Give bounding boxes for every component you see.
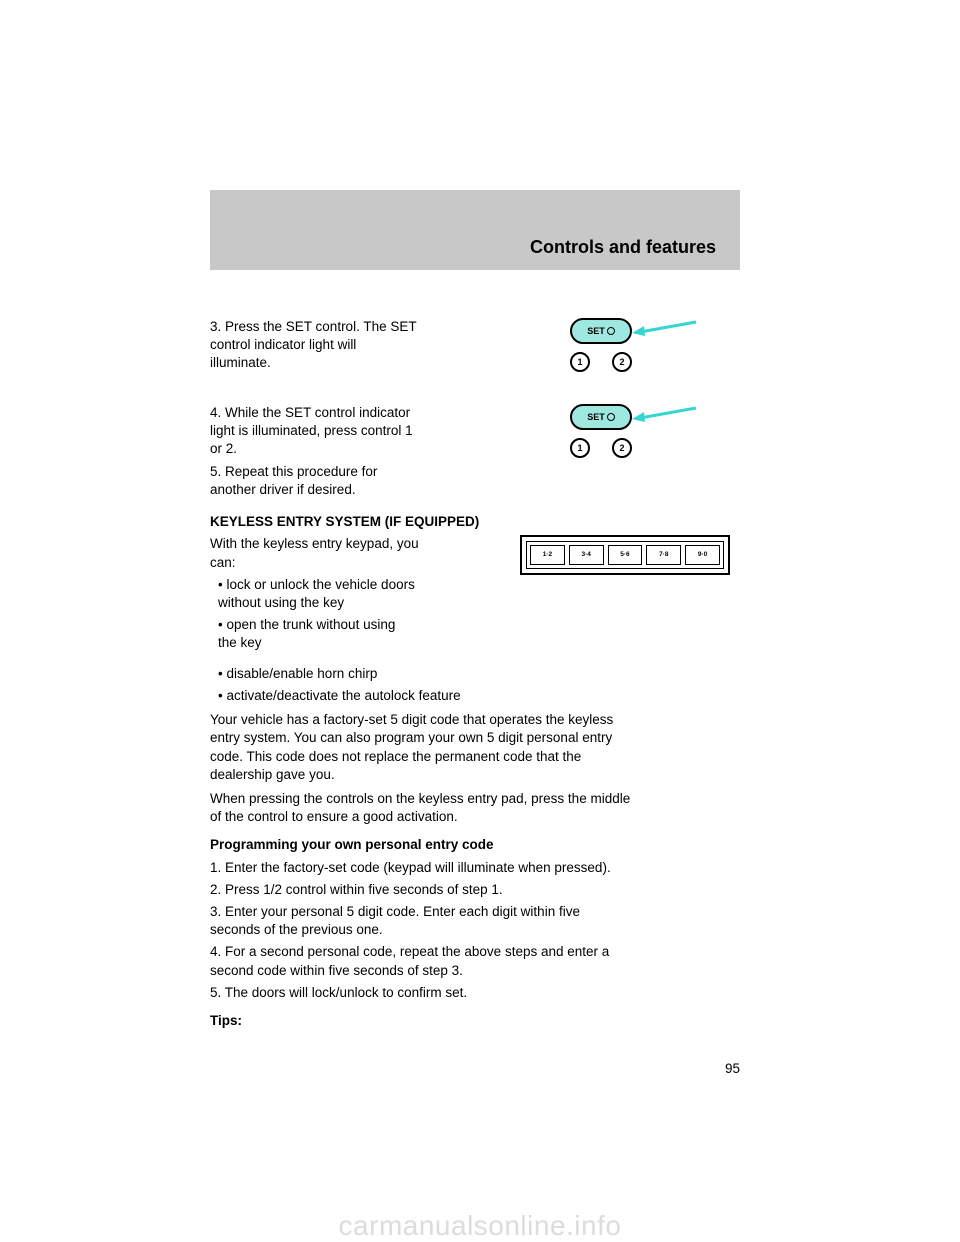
page-title: Controls and features bbox=[530, 237, 716, 258]
step4-row: 4. While the SET control indicator light… bbox=[210, 404, 740, 503]
keyless-para-2: When pressing the controls on the keyles… bbox=[210, 790, 740, 826]
keypad-key-34: 3·4 bbox=[569, 545, 604, 565]
keypad-figure: 1·2 3·4 5·6 7·8 9·0 bbox=[510, 535, 740, 575]
keyless-heading: KEYLESS ENTRY SYSTEM (IF EQUIPPED) bbox=[210, 513, 740, 531]
keyless-bullet-3: • disable/enable horn chirp bbox=[210, 665, 740, 683]
tips-heading: Tips: bbox=[210, 1012, 740, 1030]
keyless-para-1: Your vehicle has a factory-set 5 digit c… bbox=[210, 711, 740, 784]
keyless-bullet-2: • open the trunk without using the key bbox=[210, 616, 500, 652]
memory-button-2: 2 bbox=[612, 352, 632, 372]
set-button-dot-icon bbox=[607, 413, 615, 421]
step4-paragraph: 4. While the SET control indicator light… bbox=[210, 404, 500, 459]
set-button-diagram-2: SET 1 2 bbox=[550, 404, 700, 482]
keypad-key-90: 9·0 bbox=[685, 545, 720, 565]
step3-figure: SET 1 2 bbox=[510, 318, 740, 396]
step3-row: 3. Press the SET control. The SET contro… bbox=[210, 318, 740, 396]
prog-step-1: 1. Enter the factory-set code (keypad wi… bbox=[210, 859, 740, 877]
keyless-bullet-1: • lock or unlock the vehicle doors witho… bbox=[210, 576, 500, 612]
prog-step-5: 5. The doors will lock/unlock to confirm… bbox=[210, 984, 740, 1002]
memory-button-2: 2 bbox=[612, 438, 632, 458]
memory-button-1: 1 bbox=[570, 352, 590, 372]
keyless-bullet-4: • activate/deactivate the autolock featu… bbox=[210, 687, 740, 705]
step4-text: 4. While the SET control indicator light… bbox=[210, 404, 510, 503]
prog-step-2: 2. Press 1/2 control within five seconds… bbox=[210, 881, 740, 899]
keypad-key-78: 7·8 bbox=[646, 545, 681, 565]
prog-step-4: 4. For a second personal code, repeat th… bbox=[210, 943, 740, 979]
set-button-label: SET bbox=[587, 411, 605, 423]
set-button-label: SET bbox=[587, 325, 605, 337]
step4-figure: SET 1 2 bbox=[510, 404, 740, 482]
programming-heading: Programming your own personal entry code bbox=[210, 836, 740, 854]
keyless-intro-text: With the keyless entry keypad, you can: … bbox=[210, 535, 510, 656]
step3-paragraph: 3. Press the SET control. The SET contro… bbox=[210, 318, 500, 373]
arrow-icon bbox=[628, 314, 698, 344]
keypad-key-56: 5·6 bbox=[608, 545, 643, 565]
set-button-diagram-1: SET 1 2 bbox=[550, 318, 700, 396]
prog-step-3: 3. Enter your personal 5 digit code. Ent… bbox=[210, 903, 740, 939]
arrow-icon bbox=[628, 400, 698, 430]
page-number: 95 bbox=[725, 1061, 740, 1076]
set-button-dot-icon bbox=[607, 327, 615, 335]
page-number-wrap: 95 bbox=[210, 1060, 740, 1078]
content-area: 3. Press the SET control. The SET contro… bbox=[210, 270, 740, 1079]
set-button-icon: SET bbox=[570, 318, 632, 344]
memory-button-1: 1 bbox=[570, 438, 590, 458]
keyless-intro-row: With the keyless entry keypad, you can: … bbox=[210, 535, 740, 656]
watermark: carmanualsonline.info bbox=[339, 1210, 622, 1242]
step5-paragraph: 5. Repeat this procedure for another dri… bbox=[210, 463, 500, 499]
keypad-key-12: 1·2 bbox=[530, 545, 565, 565]
keypad-inner: 1·2 3·4 5·6 7·8 9·0 bbox=[526, 541, 724, 569]
header-bar: Controls and features bbox=[210, 190, 740, 270]
keypad-diagram: 1·2 3·4 5·6 7·8 9·0 bbox=[520, 535, 730, 575]
set-button-icon: SET bbox=[570, 404, 632, 430]
keyless-intro: With the keyless entry keypad, you can: bbox=[210, 535, 500, 571]
step3-text: 3. Press the SET control. The SET contro… bbox=[210, 318, 510, 377]
